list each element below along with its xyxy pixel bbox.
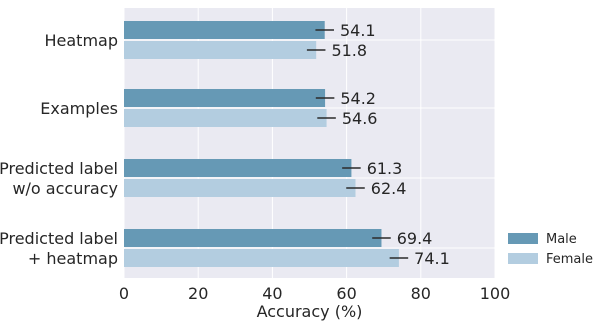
legend-label-male: Male	[546, 232, 577, 247]
legend-swatch-male	[508, 233, 538, 244]
bar-male	[124, 159, 352, 177]
bar-female	[124, 249, 399, 267]
value-label: 54.2	[340, 89, 376, 108]
x-tick-label: 20	[188, 284, 208, 303]
value-label: 74.1	[414, 249, 450, 268]
legend-swatch-female	[508, 253, 538, 264]
x-tick-label: 40	[262, 284, 282, 303]
error-bars	[306, 29, 409, 259]
bars	[124, 21, 399, 267]
bar-male	[124, 89, 326, 107]
x-tick-label: 0	[119, 284, 129, 303]
value-labels: 54.1 54.2 61.3 69.4 51.8 54.6 62.4 74.1	[331, 21, 449, 268]
category-label: w/o accuracy	[12, 179, 118, 198]
value-label: 69.4	[397, 229, 433, 248]
category-label: + heatmap	[28, 249, 118, 268]
legend-label-female: Female	[546, 252, 593, 267]
x-tick-label: 80	[411, 284, 431, 303]
bar-female	[124, 179, 356, 197]
category-label: Predicted label	[0, 229, 118, 248]
x-tick-labels: 0 20 40 60 80 100	[119, 284, 510, 303]
x-tick-label: 100	[480, 284, 511, 303]
category-label: Predicted label	[0, 159, 118, 178]
bar-male	[124, 21, 325, 39]
x-tick-label: 60	[336, 284, 356, 303]
value-label: 62.4	[371, 179, 407, 198]
bar-female	[124, 41, 317, 59]
bar-female	[124, 109, 327, 127]
bar-male	[124, 229, 382, 247]
value-label: 51.8	[331, 41, 367, 60]
category-label: Heatmap	[45, 31, 119, 50]
value-label: 54.6	[342, 109, 378, 128]
category-label: Examples	[40, 99, 118, 118]
legend: Male Female	[508, 232, 593, 267]
value-label: 61.3	[367, 159, 403, 178]
x-axis-title: Accuracy (%)	[257, 302, 363, 321]
value-label: 54.1	[340, 21, 376, 40]
